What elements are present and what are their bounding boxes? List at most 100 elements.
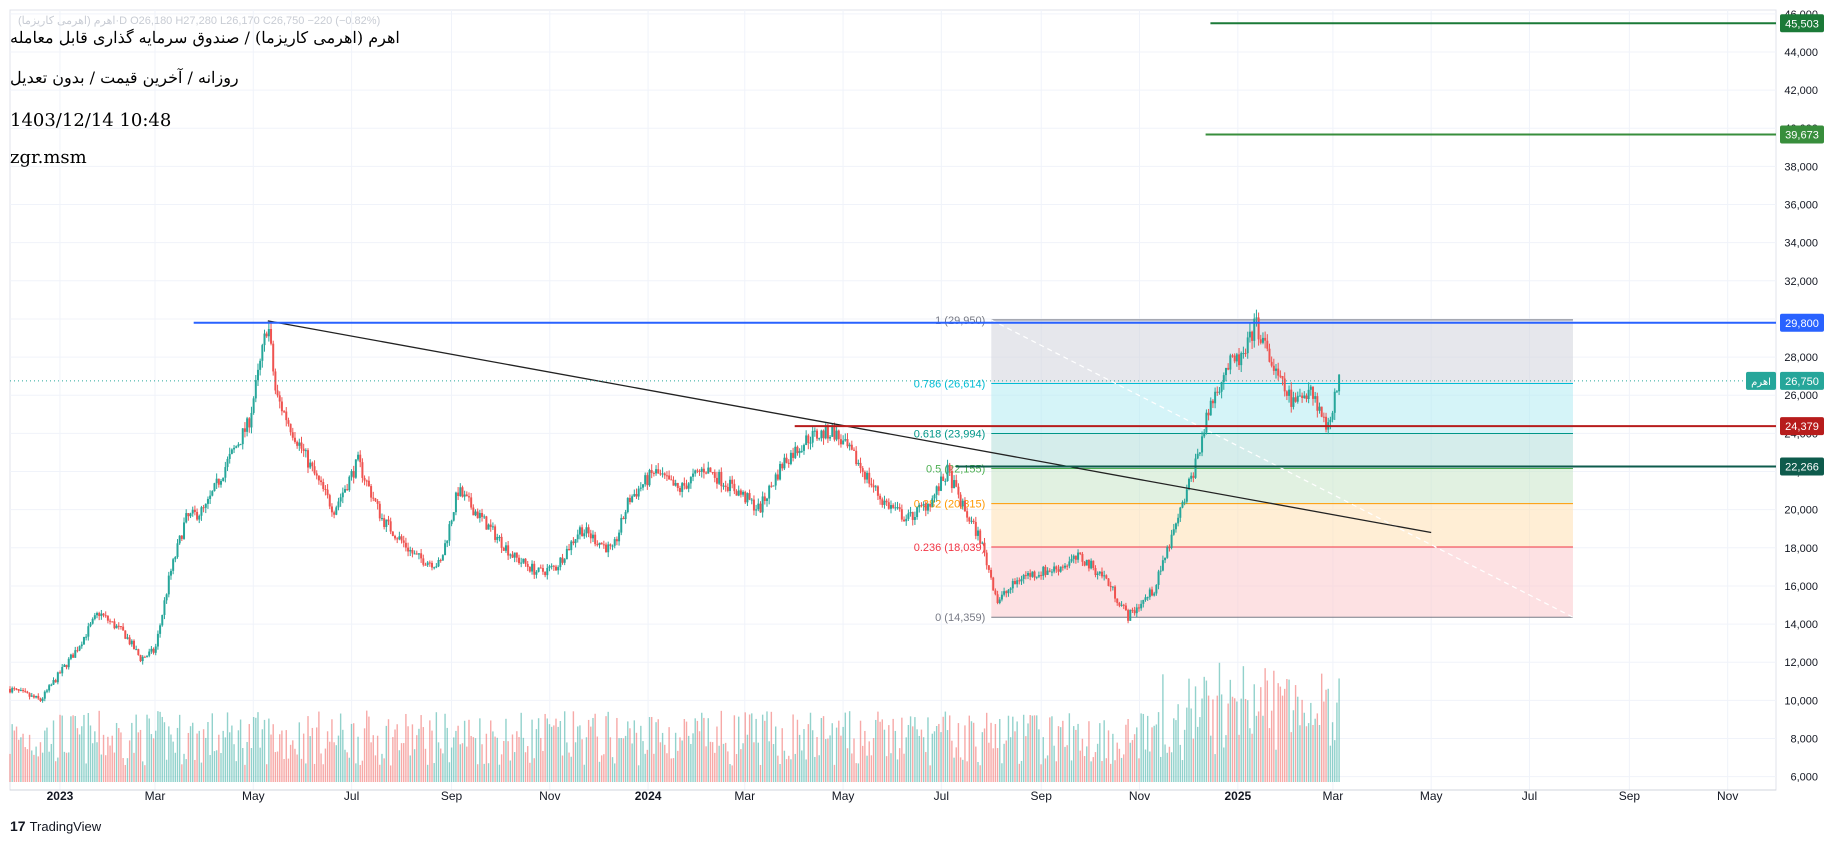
volume-bar: [507, 741, 509, 782]
volume-bar: [457, 725, 459, 782]
volume-bar: [648, 717, 651, 782]
volume-bar: [274, 752, 277, 782]
volume-bar: [927, 717, 929, 782]
volume-bar: [1218, 662, 1221, 782]
volume-bar: [546, 718, 548, 782]
volume-bar: [1233, 698, 1236, 782]
chart-author: zgr.msm: [10, 147, 87, 168]
candle-body: [916, 507, 919, 518]
volume-bar: [233, 744, 235, 782]
volume-bar: [270, 734, 272, 782]
volume-bar: [807, 724, 810, 782]
candle-body: [204, 503, 207, 508]
candle-body: [1275, 368, 1278, 371]
candle-body: [839, 439, 842, 445]
resistance-39673-tag: [1780, 125, 1824, 144]
volume-bar: [790, 759, 792, 782]
candle-body: [174, 557, 177, 560]
candle-body: [472, 507, 475, 516]
volume-bar: [559, 720, 562, 782]
candle-body: [937, 486, 940, 491]
candle-body: [883, 500, 886, 505]
volume-bar: [1149, 751, 1151, 782]
volume-bar: [446, 727, 448, 782]
candle-body: [863, 471, 866, 480]
tradingview-brand[interactable]: 17 TradingView: [10, 818, 101, 834]
candle-body: [707, 467, 710, 474]
volume-bar: [122, 758, 124, 782]
volume-bar: [196, 733, 198, 782]
candle-body: [396, 538, 399, 540]
candle-body: [1103, 575, 1106, 577]
volume-bar: [566, 742, 568, 782]
volume-bar: [44, 730, 46, 782]
candle-body: [644, 475, 647, 485]
candle-body: [422, 558, 425, 565]
candle-body: [898, 507, 901, 510]
volume-bar: [557, 726, 559, 782]
candle-body: [772, 485, 775, 487]
candle-body: [957, 486, 960, 495]
candle-body: [657, 469, 660, 474]
volume-bar: [20, 737, 22, 782]
candle-body: [409, 549, 412, 552]
candle-body: [611, 545, 614, 547]
candle-body: [796, 446, 799, 454]
volume-bar: [829, 735, 831, 782]
volume-bar: [65, 752, 68, 782]
volume-bar: [1123, 754, 1125, 782]
candle-body: [1161, 560, 1164, 571]
volume-bar: [820, 718, 823, 782]
volume-bar: [592, 717, 594, 782]
candle-body: [454, 492, 457, 513]
candle-body: [600, 542, 603, 545]
candle-body: [594, 534, 597, 545]
candle-body: [820, 430, 823, 439]
volume-bar: [714, 752, 716, 782]
volume-bar: [1027, 723, 1029, 782]
candle-body: [1037, 575, 1040, 577]
volume-bar: [614, 763, 616, 782]
candle-body: [763, 496, 766, 502]
candle-body: [574, 539, 577, 544]
candle-body: [452, 512, 455, 521]
fib-label-0.618: 0.618 (23,994): [914, 428, 986, 440]
support-24379-tag-label: 24,379: [1785, 421, 1819, 433]
candle-body: [552, 565, 555, 567]
candle-body: [1066, 565, 1069, 567]
tradingview-name: TradingView: [29, 818, 102, 834]
volume-bar: [89, 725, 92, 782]
volume-bar: [1297, 696, 1299, 782]
volume-bar: [1109, 763, 1112, 782]
candle-body: [374, 498, 377, 501]
volume-bar: [1168, 746, 1171, 782]
volume-bar: [755, 718, 757, 782]
y-tick-label: 14,000: [1784, 619, 1818, 631]
volume-bar: [226, 712, 229, 782]
volume-bar: [677, 750, 679, 782]
volume-bar: [1049, 717, 1051, 782]
volume-bar: [1338, 678, 1340, 782]
volume-bar: [1316, 713, 1319, 782]
candle-body: [515, 552, 518, 558]
candle-body: [417, 553, 420, 555]
volume-bar: [1227, 703, 1229, 782]
candle-body: [1231, 355, 1234, 357]
volume-bar: [753, 742, 755, 782]
volume-bar: [555, 718, 557, 782]
candle-body: [1033, 571, 1036, 578]
volume-bar: [1212, 699, 1214, 782]
candle-body: [933, 494, 936, 499]
y-tick-label: 36,000: [1784, 200, 1818, 212]
candle-body: [354, 459, 357, 478]
x-tick-label: Nov: [539, 789, 560, 803]
candle-body: [241, 428, 244, 445]
x-tick-label: 2024: [635, 789, 662, 803]
volume-bar: [424, 748, 427, 782]
candle-body: [700, 468, 703, 472]
volume-bar: [733, 715, 736, 782]
candle-body: [385, 519, 388, 527]
candle-body: [407, 547, 410, 552]
candle-body: [550, 565, 553, 567]
